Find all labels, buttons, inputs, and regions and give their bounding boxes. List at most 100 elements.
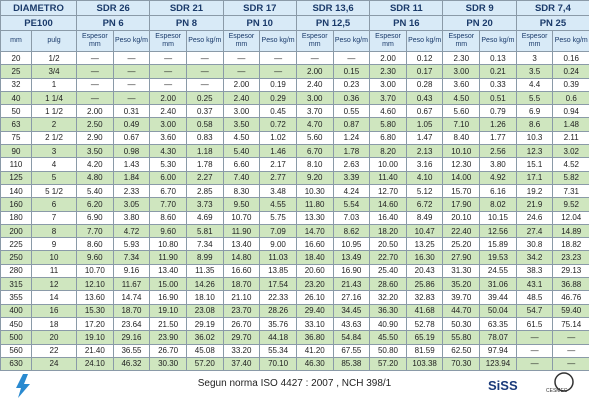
table-cell: 23.20: [295, 277, 334, 292]
table-row: 50 1 1/2 2.00 0.31 2.40 0.37 3.00 0.45 3.70 0.55 4…: [0, 104, 589, 119]
table-cell: 3.73: [185, 197, 224, 212]
table-cell: 11.03: [259, 250, 297, 265]
table-cell: 18: [30, 316, 78, 332]
table-cell: 2.50: [76, 117, 114, 132]
table-cell: 2.00: [149, 90, 187, 106]
table-cell: 6.20: [76, 197, 114, 212]
table-row: 75 2 1/2 2.90 0.67 3.60 0.83 4.50 1.02 5.60 1.24 6…: [0, 130, 589, 146]
header-peso: Peso kg/m: [185, 30, 224, 52]
table-cell: 2.11: [552, 130, 589, 146]
cert-logo: [554, 372, 574, 392]
table-cell: 12.04: [552, 210, 589, 225]
table-cell: 3.39: [332, 170, 371, 185]
table-cell: 41.20: [295, 343, 334, 358]
table-cell: 34.45: [332, 303, 371, 318]
header-pn: PN 20: [442, 15, 517, 31]
table-cell: 21.40: [76, 343, 114, 358]
table-cell: 0.55: [332, 104, 371, 119]
table-cell: 9: [30, 237, 78, 252]
table-cell: 14.89: [552, 223, 589, 239]
table-cell: 1.18: [185, 144, 224, 159]
table-cell: 11.40: [369, 170, 407, 185]
header-espesor: Espesor mm: [515, 30, 554, 52]
table-cell: 14.80: [222, 250, 261, 265]
table-cell: 4.20: [76, 157, 114, 172]
table-cell: 44.70: [442, 303, 481, 318]
table-cell: 13.40: [222, 237, 261, 252]
table-cell: 0.43: [405, 90, 444, 106]
table-cell: 50.04: [479, 303, 517, 318]
table-cell: 57.20: [185, 356, 224, 372]
table-cell: 8.30: [222, 183, 261, 199]
table-cell: 35.20: [442, 277, 481, 292]
table-cell: 50.30: [442, 316, 481, 332]
table-row: 140 5 1/2 5.40 2.33 6.70 2.85 8.30 3.48 10.30 4.2…: [0, 183, 589, 199]
table-cell: 13.60: [76, 290, 114, 305]
table-cell: 8.99: [185, 250, 224, 265]
table-cell: 29.40: [295, 303, 334, 318]
table-cell: 10.10: [442, 144, 481, 159]
table-cell: 14.26: [185, 277, 224, 292]
header-pulg: pulg: [30, 30, 78, 52]
table-cell: 11.90: [149, 250, 187, 265]
table-cell: 14.74: [112, 290, 151, 305]
table-row: 180 7 6.90 3.80 8.60 4.69 10.70 5.75 13.30 7.03 16…: [0, 210, 589, 225]
table-cell: 43.63: [332, 316, 371, 332]
table-cell: 450: [0, 316, 32, 332]
table-cell: 7.34: [112, 250, 151, 265]
table-cell: 5: [30, 170, 78, 185]
table-cell: 0.21: [479, 64, 517, 79]
table-cell: 225: [0, 237, 32, 252]
table-cell: 103.38: [405, 356, 444, 372]
table-cell: 24: [30, 356, 78, 372]
table-cell: 315: [0, 277, 32, 292]
table-cell: 3.70: [295, 104, 334, 119]
table-cell: 0.6: [552, 90, 589, 106]
table-cell: 110: [0, 157, 32, 172]
table-cell: 55.34: [259, 343, 297, 358]
table-cell: 40.90: [369, 316, 407, 332]
table-cell: 44.18: [259, 330, 297, 345]
table-cell: 10.3: [515, 130, 554, 146]
table-cell: —: [112, 90, 151, 106]
table-cell: 11.90: [222, 223, 261, 239]
table-row: PE100 PN 6 PN 8 PN 10 PN 12,5 PN 16 PN 20 PN 25: [0, 15, 589, 31]
table-cell: 3: [515, 50, 554, 66]
table-cell: 1 1/2: [30, 104, 78, 119]
table-cell: 1 1/4: [30, 90, 78, 106]
table-cell: —: [112, 64, 151, 79]
table-cell: 10.95: [332, 237, 371, 252]
table-cell: 200: [0, 223, 32, 239]
table-cell: 0.98: [112, 144, 151, 159]
table-cell: 3.16: [405, 157, 444, 172]
table-cell: 16.90: [149, 290, 187, 305]
table-cell: 20: [30, 330, 78, 345]
table-cell: 1.02: [259, 130, 297, 146]
table-row: 250 10 9.60 7.34 11.90 8.99 14.80 11.03 18.40 13.…: [0, 250, 589, 265]
table-cell: 2.30: [369, 64, 407, 79]
table-cell: 0.45: [259, 104, 297, 119]
table-cell: 25.86: [405, 277, 444, 292]
table-cell: 14.60: [369, 197, 407, 212]
table-cell: 5.40: [222, 144, 261, 159]
table-cell: 1.46: [259, 144, 297, 159]
table-cell: 20.10: [442, 210, 481, 225]
table-cell: —: [185, 77, 224, 92]
header-pe100: PE100: [0, 15, 78, 31]
table-cell: 3.00: [222, 104, 261, 119]
table-cell: 3.00: [295, 90, 334, 106]
table-cell: 10: [30, 250, 78, 265]
table-cell: 3.00: [442, 64, 481, 79]
table-cell: 24.6: [515, 210, 554, 225]
table-cell: —: [332, 50, 371, 66]
header-sdr: SDR 21: [149, 0, 224, 16]
table-cell: —: [185, 64, 224, 79]
table-cell: 2.00: [222, 77, 261, 92]
table-cell: 37.40: [222, 356, 261, 372]
table-cell: 20.43: [405, 263, 444, 279]
table-cell: 560: [0, 343, 32, 358]
table-cell: 23.90: [149, 330, 187, 345]
table-cell: 8.60: [76, 237, 114, 252]
table-cell: 29.19: [185, 316, 224, 332]
table-cell: 0.15: [332, 64, 371, 79]
